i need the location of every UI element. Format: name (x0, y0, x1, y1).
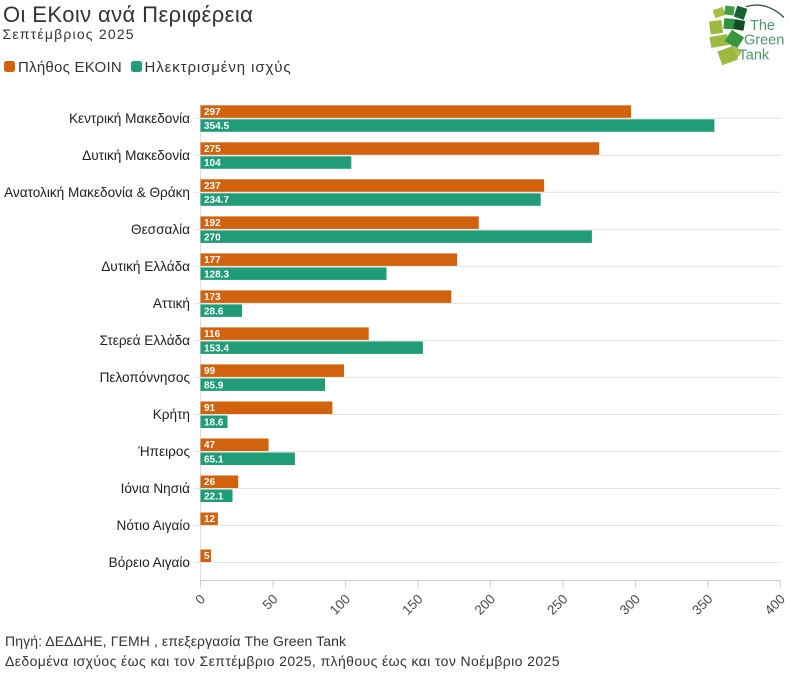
svg-text:0: 0 (192, 591, 208, 607)
svg-text:192: 192 (204, 218, 221, 229)
svg-text:104: 104 (204, 158, 221, 169)
svg-text:65.1: 65.1 (204, 454, 224, 465)
svg-text:50: 50 (259, 591, 280, 612)
svg-text:237: 237 (204, 181, 221, 192)
svg-text:28.6: 28.6 (204, 306, 224, 317)
svg-text:Νότιο Αιγαίο: Νότιο Αιγαίο (117, 518, 190, 533)
svg-text:234.7: 234.7 (204, 195, 229, 206)
svg-text:5: 5 (204, 551, 210, 562)
svg-text:12: 12 (204, 514, 216, 525)
svg-text:250: 250 (544, 591, 570, 617)
svg-text:173: 173 (204, 292, 221, 303)
svg-text:153.4: 153.4 (204, 343, 229, 354)
svg-text:91: 91 (204, 403, 216, 414)
svg-text:Ιόνια Νησιά: Ιόνια Νησιά (121, 481, 191, 496)
svg-text:116: 116 (204, 329, 221, 340)
svg-text:The: The (750, 18, 775, 34)
svg-text:128.3: 128.3 (204, 269, 229, 280)
svg-text:200: 200 (472, 591, 498, 617)
svg-text:Tank: Tank (739, 48, 770, 64)
svg-text:350: 350 (689, 591, 715, 617)
svg-text:100: 100 (327, 591, 353, 617)
svg-text:26: 26 (204, 477, 216, 488)
svg-text:85.9: 85.9 (204, 380, 224, 391)
svg-text:18.6: 18.6 (204, 417, 224, 428)
svg-text:47: 47 (204, 440, 216, 451)
svg-text:22.1: 22.1 (204, 491, 224, 502)
svg-text:Δυτική Ελλάδα: Δυτική Ελλάδα (101, 259, 190, 274)
svg-text:Green: Green (744, 33, 784, 49)
svg-text:Αττική: Αττική (153, 296, 190, 311)
svg-text:400: 400 (762, 591, 788, 617)
svg-text:Κρήτη: Κρήτη (153, 407, 190, 422)
svg-text:Πελοπόννησος: Πελοπόννησος (100, 370, 191, 385)
svg-text:Στερεά Ελλάδα: Στερεά Ελλάδα (100, 333, 190, 348)
svg-text:Ανατολική Μακεδονία & Θράκη: Ανατολική Μακεδονία & Θράκη (4, 185, 190, 200)
svg-text:99: 99 (204, 366, 216, 377)
svg-text:Δυτική Μακεδονία: Δυτική Μακεδονία (82, 148, 190, 163)
svg-text:300: 300 (617, 591, 643, 617)
svg-text:150: 150 (399, 591, 425, 617)
svg-text:354.5: 354.5 (204, 121, 229, 132)
svg-text:297: 297 (204, 107, 221, 118)
svg-text:Ήπειρος: Ήπειρος (137, 444, 190, 459)
svg-text:177: 177 (204, 255, 221, 266)
svg-text:Βόρειο Αιγαίο: Βόρειο Αιγαίο (109, 555, 190, 570)
svg-text:Θεσσαλία: Θεσσαλία (131, 222, 190, 237)
svg-text:275: 275 (204, 144, 221, 155)
svg-text:Κεντρική Μακεδονία: Κεντρική Μακεδονία (69, 111, 190, 126)
svg-text:270: 270 (204, 232, 221, 243)
